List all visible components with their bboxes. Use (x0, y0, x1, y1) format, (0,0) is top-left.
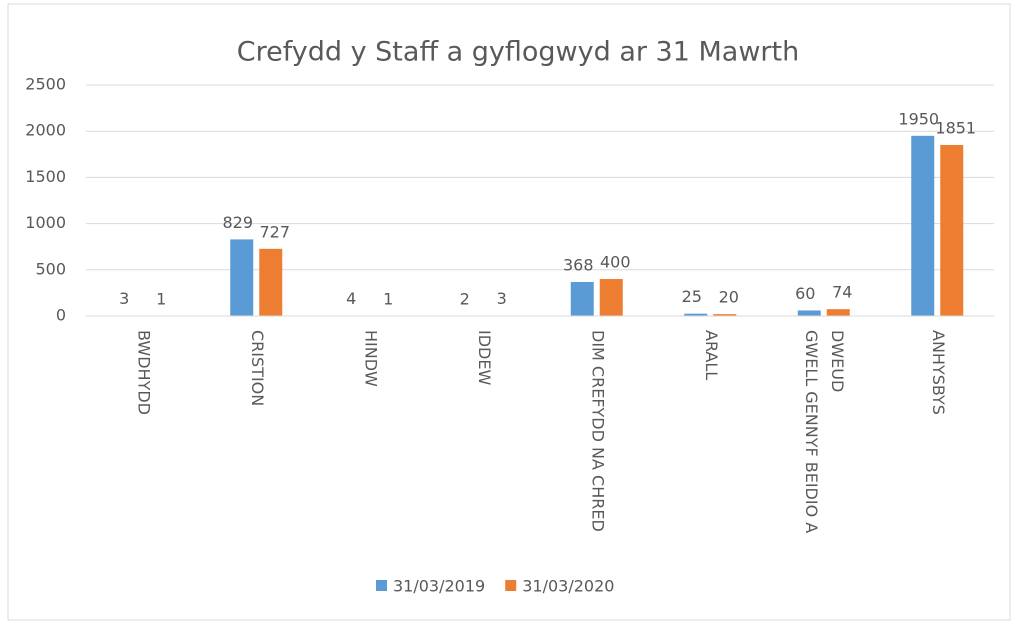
data-label: 400 (600, 253, 631, 272)
y-tick-label: 500 (35, 259, 66, 278)
data-label: 829 (222, 213, 253, 232)
bar (599, 279, 623, 316)
bar (797, 310, 821, 316)
bar (713, 314, 737, 316)
x-tick-label: ARALL (702, 330, 721, 380)
bar (570, 281, 594, 316)
bar (940, 144, 964, 316)
x-tick-label: CRISTION (248, 330, 267, 406)
y-tick-label: 2000 (25, 121, 66, 140)
x-tick-label: HINDW (361, 330, 380, 387)
data-label: 3 (497, 289, 507, 308)
data-label: 74 (832, 283, 852, 302)
legend-label: 31/03/2019 (393, 577, 485, 596)
data-label: 1 (383, 289, 393, 308)
legend-swatch (376, 580, 387, 591)
data-label: 1 (156, 289, 166, 308)
bar (684, 313, 708, 316)
x-tick-label: BWDHYDD (134, 330, 153, 415)
x-tick-label: IDDEW (475, 330, 494, 385)
x-tick-label: ANHYSBYS (929, 330, 948, 415)
y-tick-label: 2500 (25, 75, 66, 94)
y-tick-label: 1000 (25, 213, 66, 232)
bar (826, 309, 850, 316)
bar (230, 239, 254, 316)
bar (259, 248, 283, 316)
y-tick-label: 0 (56, 306, 66, 325)
data-label: 1851 (935, 118, 976, 137)
chart-title: Crefydd y Staff a gyflogwyd ar 31 Mawrth (237, 37, 799, 68)
x-tick-label: DIM CREFYDD NA CHRED (588, 330, 607, 532)
x-tick-label: GWELL GENNYF BEIDIO A DWEUD (802, 330, 847, 538)
data-label: 4 (346, 289, 356, 308)
data-label: 1950 (898, 109, 939, 128)
data-label: 20 (719, 288, 739, 307)
chart-border (7, 3, 1011, 621)
data-label: 2 (460, 289, 470, 308)
legend-swatch (505, 580, 517, 591)
bar (911, 135, 935, 316)
data-label: 25 (682, 287, 702, 306)
legend-label: 31/03/2020 (522, 577, 614, 596)
data-label: 3 (119, 289, 129, 308)
y-tick-label: 1500 (25, 167, 66, 186)
data-label: 727 (259, 222, 290, 241)
data-label: 60 (795, 284, 815, 303)
data-label: 368 (563, 255, 594, 274)
